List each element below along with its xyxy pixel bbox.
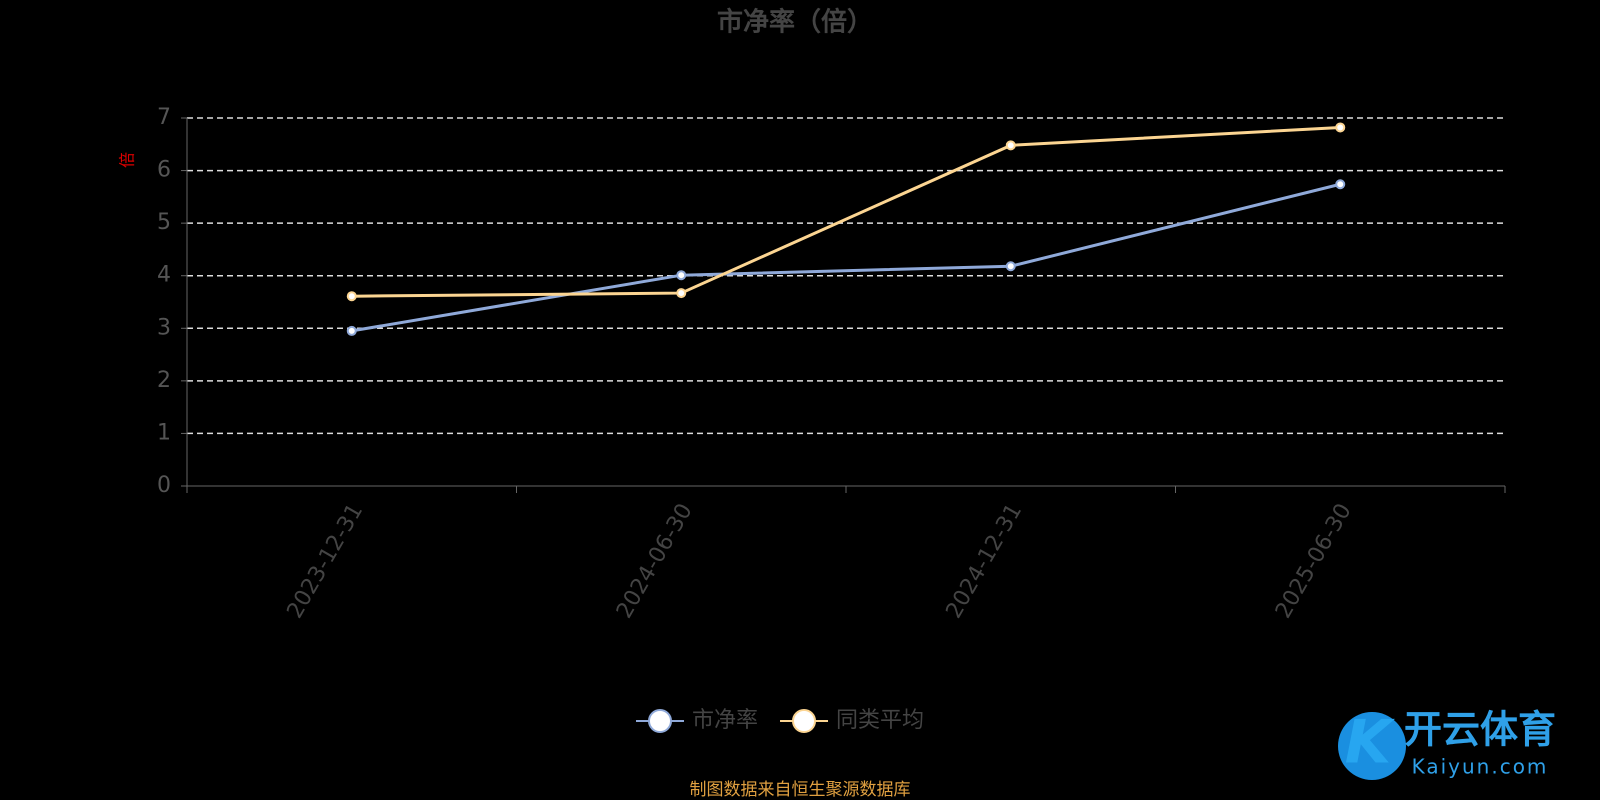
data-point	[1005, 261, 1016, 272]
legend-item: 市净率	[636, 708, 758, 733]
data-point	[346, 325, 357, 336]
legend-label: 市净率	[692, 708, 758, 733]
watermark-k: K	[1345, 708, 1396, 778]
data-point	[676, 288, 687, 299]
source-note: 制图数据来自恒生聚源数据库	[690, 780, 911, 800]
y-tick-label: 6	[157, 158, 171, 183]
series-line	[351, 125, 1341, 298]
watermark-logo	[1338, 712, 1406, 780]
y-tick-label: 1	[157, 420, 171, 445]
y-tick-label: 2	[157, 368, 171, 393]
legend-item: 同类平均	[780, 708, 924, 733]
y-tick-label: 7	[157, 105, 171, 130]
x-tick-label: 2024-12-31	[942, 500, 1028, 623]
y-axis-label: 倍	[118, 152, 137, 168]
x-tick-label: 2024-06-30	[612, 500, 698, 623]
watermark-site: Kaiyun.com	[1412, 755, 1549, 779]
x-tick-label: 2025-06-30	[1271, 500, 1357, 623]
legend-marker	[648, 709, 672, 733]
data-point	[1335, 122, 1346, 133]
chart-title: 市净率（倍）	[717, 7, 873, 38]
data-point	[1005, 140, 1016, 151]
series-line	[351, 182, 1341, 333]
data-point	[346, 291, 357, 302]
y-tick-label: 4	[157, 263, 171, 288]
y-tick-label: 0	[157, 473, 171, 498]
watermark-name: 开云体育	[1404, 708, 1556, 752]
x-tick-label: 2023-12-31	[283, 500, 369, 623]
y-tick-label: 5	[157, 210, 171, 235]
data-point	[1335, 179, 1346, 190]
legend-label: 同类平均	[836, 708, 924, 733]
legend-marker	[792, 709, 817, 733]
y-tick-label: 3	[157, 315, 171, 340]
data-point	[676, 270, 687, 281]
watermark: K 开云体育 Kaiyun.com	[1338, 708, 1556, 780]
